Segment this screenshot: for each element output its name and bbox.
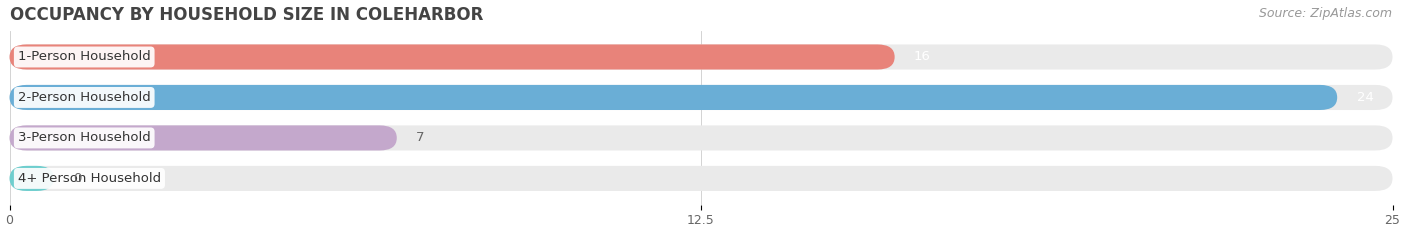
Text: 16: 16 xyxy=(914,51,931,63)
FancyBboxPatch shape xyxy=(10,166,53,191)
FancyBboxPatch shape xyxy=(10,85,1392,110)
Text: 24: 24 xyxy=(1357,91,1374,104)
Text: 1-Person Household: 1-Person Household xyxy=(18,51,150,63)
Text: 7: 7 xyxy=(416,131,425,144)
FancyBboxPatch shape xyxy=(10,166,1392,191)
FancyBboxPatch shape xyxy=(10,45,894,69)
Text: 3-Person Household: 3-Person Household xyxy=(18,131,150,144)
Text: 2-Person Household: 2-Person Household xyxy=(18,91,150,104)
FancyBboxPatch shape xyxy=(10,125,396,151)
FancyBboxPatch shape xyxy=(10,85,1337,110)
Text: Source: ZipAtlas.com: Source: ZipAtlas.com xyxy=(1258,7,1392,20)
Text: 0: 0 xyxy=(73,172,82,185)
Text: OCCUPANCY BY HOUSEHOLD SIZE IN COLEHARBOR: OCCUPANCY BY HOUSEHOLD SIZE IN COLEHARBO… xyxy=(10,6,482,24)
FancyBboxPatch shape xyxy=(10,45,1392,69)
FancyBboxPatch shape xyxy=(10,125,1392,151)
Text: 4+ Person Household: 4+ Person Household xyxy=(18,172,160,185)
